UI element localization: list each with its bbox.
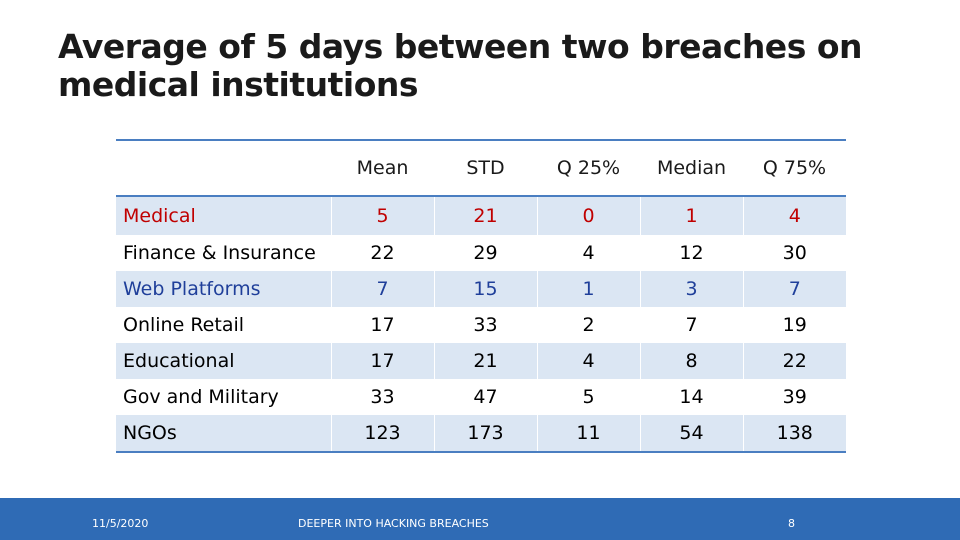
table-row: Gov and Military 33 47 5 14 39 <box>116 379 846 415</box>
header-mean: Mean <box>331 140 434 197</box>
row-label: Medical <box>116 196 331 235</box>
cell-mean: 17 <box>330 307 434 343</box>
page-number: 8 <box>788 517 795 530</box>
cell-std: 173 <box>433 415 537 452</box>
row-label: Finance & Insurance <box>123 242 316 264</box>
cell-median: 14 <box>639 379 743 415</box>
cell-std: 15 <box>433 271 537 307</box>
table-header-row: Mean STD Q 25% Median Q 75% <box>116 140 846 197</box>
header-blank <box>116 140 331 197</box>
row-label: Educational <box>116 343 331 379</box>
header-q75: Q 75% <box>743 140 846 197</box>
cell-q75: 4 <box>742 196 846 235</box>
cell-q25: 4 <box>536 235 640 271</box>
footer-date: 11/5/2020 <box>92 517 149 530</box>
cell-mean: 7 <box>330 271 434 307</box>
cell-q75: 19 <box>742 307 846 343</box>
cell-q25: 5 <box>536 379 640 415</box>
cell-q25: 4 <box>536 343 640 379</box>
cell-mean: 5 <box>330 196 434 235</box>
cell-std: 29 <box>433 235 537 271</box>
cell-median: 12 <box>639 235 743 271</box>
cell-q75: 39 <box>742 379 846 415</box>
cell-median: 7 <box>639 307 743 343</box>
table-row: Online Retail 17 33 2 7 19 <box>116 307 846 343</box>
stats-table: Mean STD Q 25% Median Q 75% Medical 5 21… <box>116 139 846 453</box>
cell-q75: 30 <box>742 235 846 271</box>
header-std: STD <box>434 140 537 197</box>
table-row: NGOs 123 173 11 54 138 <box>116 415 846 452</box>
header-q25: Q 25% <box>537 140 640 197</box>
cell-std: 21 <box>433 196 537 235</box>
table-row: Finance & Insurance 22 29 4 12 30 <box>116 235 846 271</box>
cell-median: 1 <box>639 196 743 235</box>
row-label: Web Platforms <box>116 271 331 307</box>
cell-mean: 17 <box>330 343 434 379</box>
cell-std: 33 <box>433 307 537 343</box>
header-median: Median <box>640 140 743 197</box>
row-label: Gov and Military <box>123 386 279 408</box>
table-row: Educational 17 21 4 8 22 <box>116 343 846 379</box>
cell-std: 21 <box>433 343 537 379</box>
cell-median: 54 <box>639 415 743 452</box>
table-row: Medical 5 21 0 1 4 <box>116 196 846 235</box>
cell-q75: 22 <box>742 343 846 379</box>
cell-mean: 123 <box>330 415 434 452</box>
cell-q75: 7 <box>742 271 846 307</box>
cell-mean: 33 <box>330 379 434 415</box>
cell-q25: 2 <box>536 307 640 343</box>
footer-bar: 11/5/2020 DEEPER INTO HACKING BREACHES 8 <box>0 498 960 540</box>
cell-q25: 0 <box>536 196 640 235</box>
cell-mean: 22 <box>330 235 434 271</box>
cell-median: 3 <box>639 271 743 307</box>
table-row: Web Platforms 7 15 1 3 7 <box>116 271 846 307</box>
row-label: NGOs <box>116 415 331 452</box>
cell-q25: 1 <box>536 271 640 307</box>
footer-title: DEEPER INTO HACKING BREACHES <box>298 517 489 530</box>
slide-title: Average of 5 days between two breaches o… <box>58 27 862 104</box>
cell-std: 47 <box>433 379 537 415</box>
cell-median: 8 <box>639 343 743 379</box>
cell-q75: 138 <box>742 415 846 452</box>
row-label: Online Retail <box>123 314 245 336</box>
cell-q25: 11 <box>536 415 640 452</box>
